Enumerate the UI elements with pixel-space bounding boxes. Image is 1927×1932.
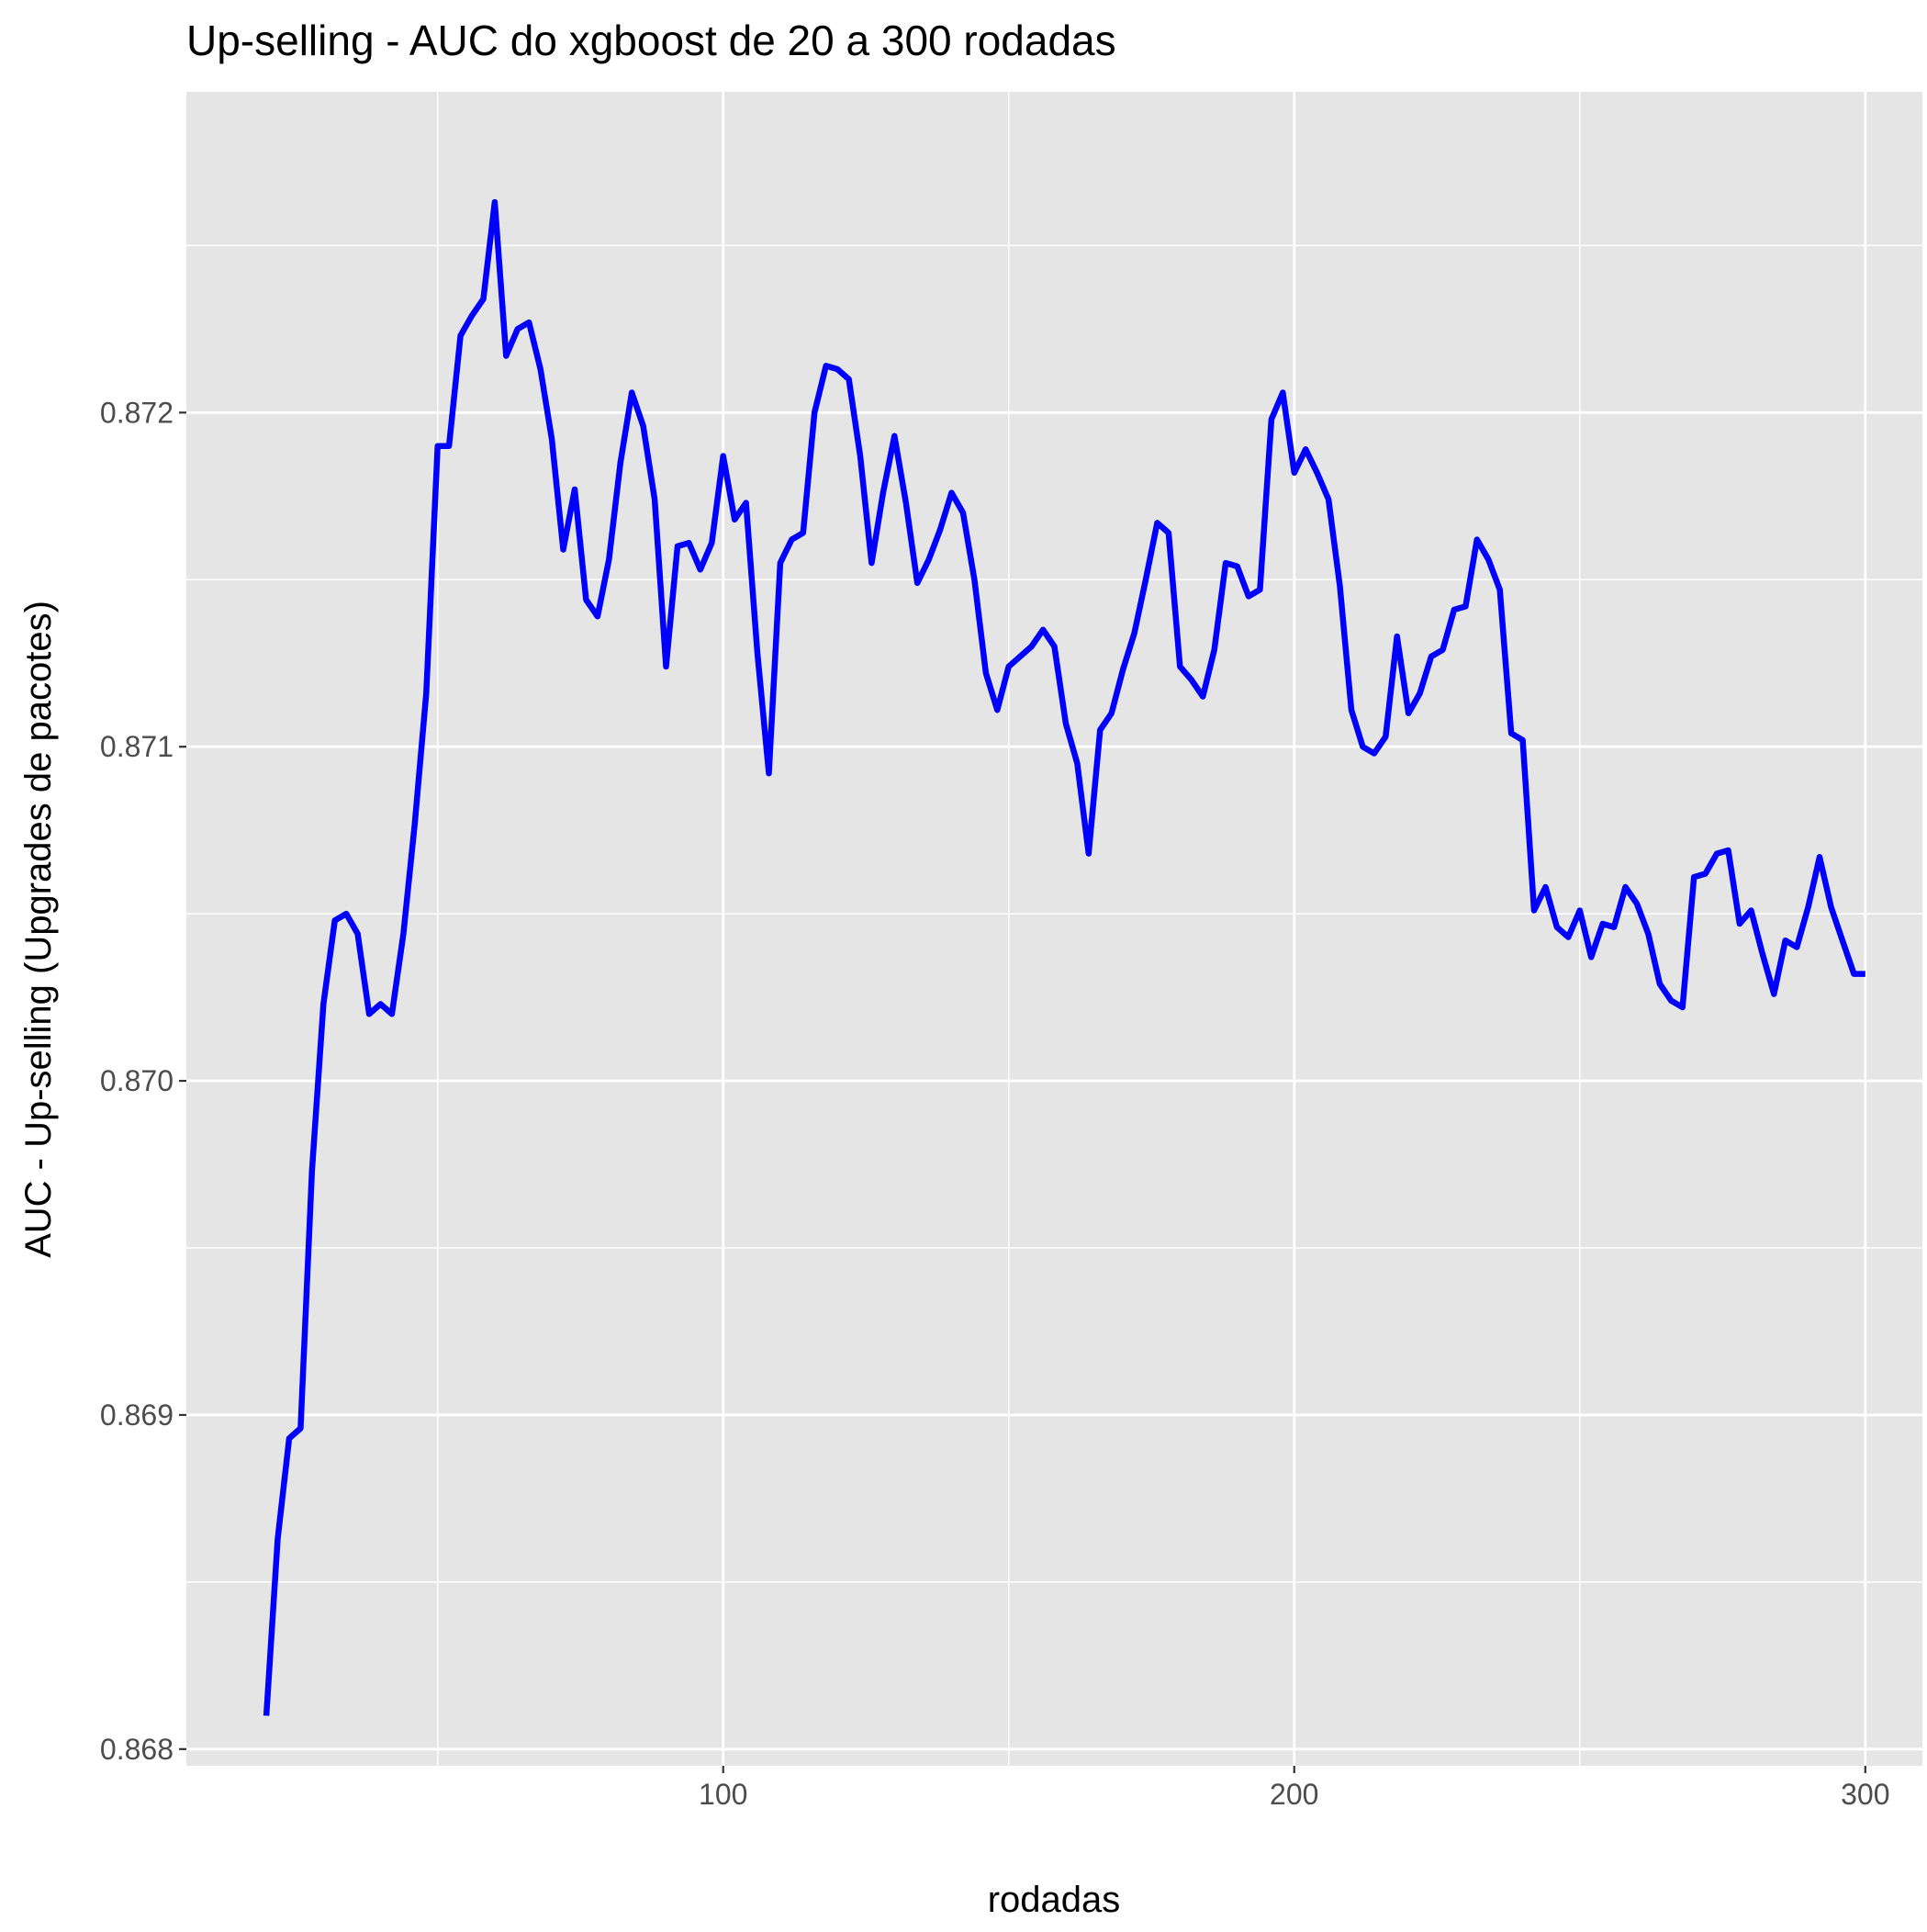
x-tick-label: 200	[1270, 1778, 1318, 1811]
x-tick-label: 100	[699, 1778, 747, 1811]
series-line	[263, 198, 1865, 1716]
minor-gridlines	[186, 92, 1922, 1766]
major-gridlines	[186, 92, 1922, 1766]
y-tick-label: 0.869	[100, 1398, 174, 1432]
y-tick-label: 0.872	[100, 396, 174, 429]
x-axis-title: rodadas	[988, 1880, 1121, 1920]
chart-title: Up-selling - AUC do xgboost de 20 a 300 …	[186, 17, 1116, 64]
series-layer	[263, 198, 1865, 1716]
y-axis-title: AUC - Up-selling (Upgrades de pacotes)	[18, 601, 59, 1258]
y-axis: 0.868 0.869 0.870 0.871 0.872	[100, 396, 186, 1766]
x-axis: 100 200 300	[699, 1766, 1889, 1811]
y-tick-label: 0.870	[100, 1064, 174, 1097]
y-tick-label: 0.868	[100, 1733, 174, 1766]
x-tick-label: 300	[1841, 1778, 1889, 1811]
y-tick-label: 0.871	[100, 730, 174, 763]
plot-panel	[186, 92, 1922, 1766]
